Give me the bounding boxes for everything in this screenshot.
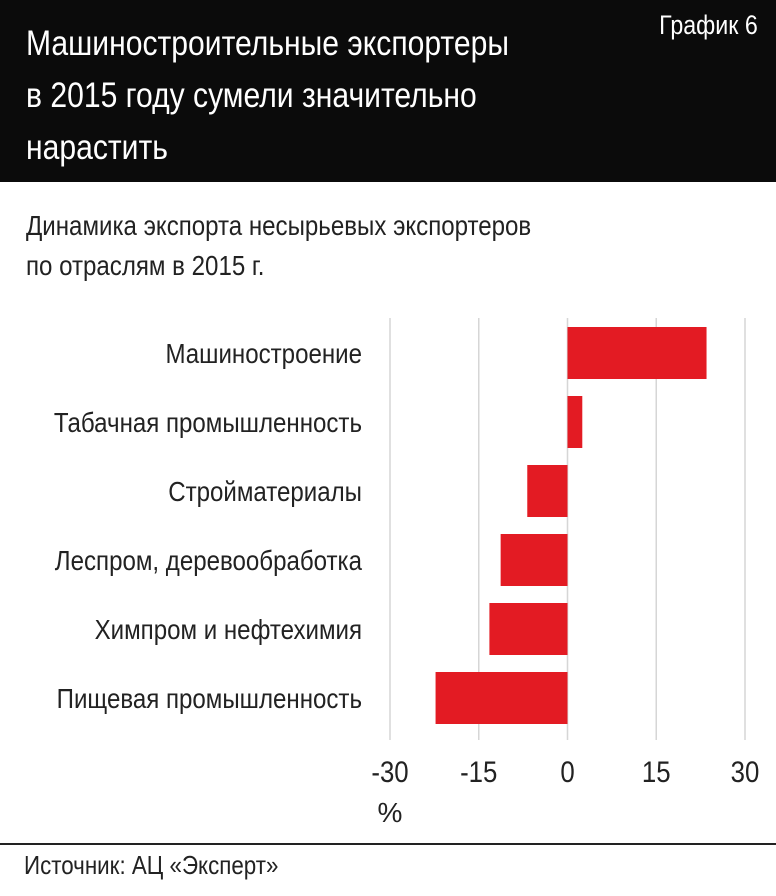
chart-subtitle: Динамика экспорта несырьевых экспортеров… [26, 210, 532, 281]
footer-divider [0, 843, 776, 845]
bar [500, 534, 568, 586]
x-tick-label: 30 [731, 755, 760, 788]
category-label: Стройматериалы [168, 475, 362, 507]
bar [567, 396, 583, 448]
category-label: Табачная промышленность [54, 406, 362, 438]
chart-title: Машиностроительные экспортеры в 2015 год… [26, 24, 509, 219]
x-tick-label: -15 [460, 755, 497, 788]
category-label: Химпром и нефтехимия [95, 613, 362, 645]
x-tick-label: 15 [642, 755, 671, 788]
x-tick-label: -30 [371, 755, 408, 788]
category-label: Пищевая промышленность [57, 682, 362, 714]
category-label: Машиностроение [165, 337, 362, 369]
source-note: Источник: АЦ «Эксперт» [24, 850, 279, 880]
bar [527, 465, 568, 517]
category-label: Леспром, деревообработка [55, 544, 363, 576]
bar [489, 603, 568, 655]
header-bar: Машиностроительные экспортеры в 2015 год… [0, 0, 776, 219]
chart-number-badge: График 6 [659, 10, 758, 40]
bar-chart: Машиностроение Табачная промышленность Стр… [54, 318, 760, 828]
x-tick-label: 0 [560, 755, 574, 788]
x-axis-unit-label: % [378, 797, 403, 828]
bar [435, 672, 568, 724]
bar [567, 327, 707, 379]
